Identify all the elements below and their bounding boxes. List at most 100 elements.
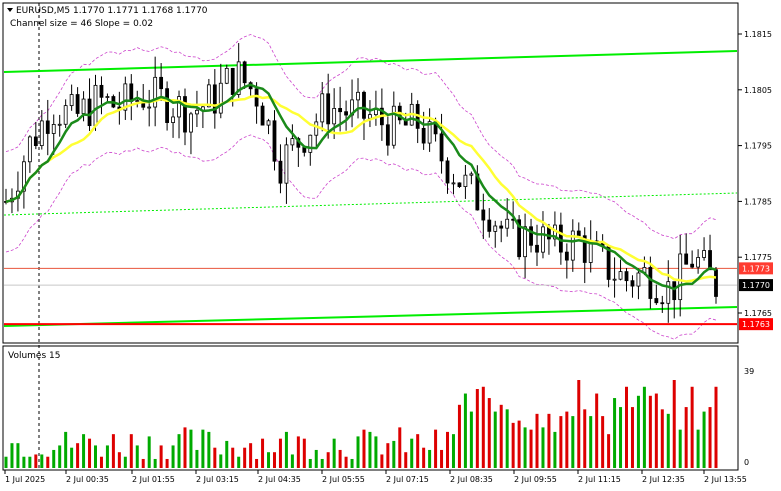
volume-bar xyxy=(255,458,259,468)
volume-bar xyxy=(93,445,97,468)
volume-axis-zero: 0 xyxy=(744,458,749,467)
candle-body xyxy=(618,271,623,280)
regression-channel[interactable] xyxy=(3,50,738,327)
volume-bar xyxy=(404,452,408,468)
candle-body xyxy=(368,114,372,119)
volume-bar xyxy=(159,445,163,468)
volume-bar xyxy=(117,452,121,468)
candle-body xyxy=(541,226,545,253)
candle-body xyxy=(165,88,169,123)
volume-bar xyxy=(547,413,551,468)
candle-body xyxy=(290,138,295,146)
candle-body xyxy=(123,83,128,111)
candle-body xyxy=(672,281,677,301)
volume-bar xyxy=(440,449,444,468)
candle-body xyxy=(314,121,319,136)
volume-bar xyxy=(475,389,479,468)
candle-body xyxy=(105,96,110,98)
time-label: 2 Jul 11:15 xyxy=(578,475,621,484)
candle-body xyxy=(159,76,164,90)
volume-bar xyxy=(523,427,527,468)
volume-bar xyxy=(619,407,623,468)
volume-bar xyxy=(511,422,515,468)
moving-averages xyxy=(5,83,717,291)
volume-bar xyxy=(326,452,330,468)
candle-body xyxy=(529,226,533,246)
volume-bar xyxy=(249,443,253,468)
volume-bar xyxy=(672,380,676,468)
volume-bar xyxy=(708,407,712,468)
channel-upper-line xyxy=(3,50,738,73)
candle-body xyxy=(469,173,474,176)
volume-bar xyxy=(463,393,467,468)
envelope-upper xyxy=(5,34,717,240)
volume-bar xyxy=(219,454,223,468)
candle-body xyxy=(27,136,32,163)
volume-bar xyxy=(666,413,670,468)
candle-body xyxy=(266,120,271,126)
volume-bar xyxy=(630,407,634,468)
volume-bar xyxy=(111,434,115,468)
volume-bar xyxy=(589,416,593,468)
volume-bar xyxy=(16,443,20,468)
volume-bar xyxy=(398,427,402,468)
volume-bar xyxy=(595,393,599,468)
candle-body xyxy=(463,174,468,187)
volume-bar xyxy=(302,438,306,468)
candle-body xyxy=(81,98,86,114)
candle-body xyxy=(230,67,235,95)
candle-body xyxy=(570,230,575,261)
time-label: 2 Jul 13:55 xyxy=(704,475,747,484)
volume-axis-max: 39 xyxy=(744,367,754,376)
candle-body xyxy=(51,124,56,134)
time-label: 2 Jul 00:35 xyxy=(66,475,109,484)
candle-body xyxy=(320,93,325,123)
volume-bar xyxy=(183,427,187,468)
candle-body xyxy=(445,160,450,184)
volume-bar xyxy=(410,438,414,468)
volume-bar xyxy=(541,427,545,468)
time-label: 2 Jul 12:35 xyxy=(642,475,685,484)
volume-bar xyxy=(535,413,539,468)
volume-bar xyxy=(344,456,348,468)
volume-bar xyxy=(642,386,646,468)
envelope-lower xyxy=(5,134,717,340)
volume-bar xyxy=(529,429,533,468)
candle-body xyxy=(517,219,522,258)
candle-body xyxy=(660,302,665,305)
candle-body xyxy=(630,280,635,287)
time-label: 2 Jul 08:35 xyxy=(450,475,493,484)
candle-body xyxy=(714,269,718,297)
volume-bar xyxy=(660,409,664,468)
volume-title: Volumes 15 xyxy=(8,351,60,361)
volume-bar xyxy=(296,436,300,468)
candle-body xyxy=(535,244,539,253)
price-tag-lower-bg xyxy=(739,318,773,331)
volume-bar xyxy=(505,409,509,468)
candle-body xyxy=(236,61,241,95)
volume-bar xyxy=(225,440,229,468)
candle-body xyxy=(564,251,569,261)
volume-bar xyxy=(284,431,288,468)
candle-body xyxy=(308,134,313,153)
candle-body xyxy=(612,278,617,281)
candle-body xyxy=(696,257,701,268)
volume-bar xyxy=(231,447,235,468)
candle-body xyxy=(362,91,366,119)
volume-bar xyxy=(123,456,127,468)
volume-bar xyxy=(243,447,247,468)
volume-bar xyxy=(82,434,86,468)
volume-bar xyxy=(34,454,38,468)
collapse-triangle-icon[interactable] xyxy=(7,8,13,12)
volume-bar xyxy=(422,447,426,468)
candle-body xyxy=(684,253,689,265)
volume-bar xyxy=(625,386,629,468)
symbol-header: EURUSD,M5 1.1770 1.1771 1.1768 1.1770 xyxy=(16,6,208,16)
volume-bar xyxy=(392,440,396,468)
candle-body xyxy=(523,226,527,258)
volume-bar xyxy=(702,411,706,468)
volume-bar xyxy=(678,429,682,468)
volume-bar xyxy=(278,438,282,468)
